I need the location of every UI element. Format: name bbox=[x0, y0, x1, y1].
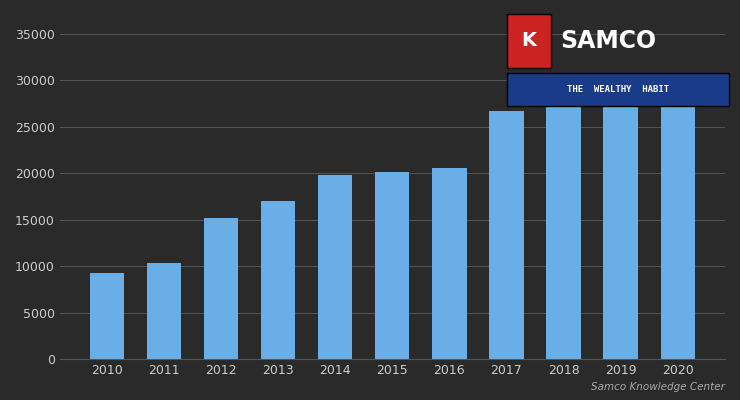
Bar bbox=[204, 218, 238, 359]
Bar bbox=[604, 81, 638, 359]
FancyBboxPatch shape bbox=[507, 74, 729, 106]
Text: K: K bbox=[522, 31, 536, 50]
Bar bbox=[261, 201, 295, 359]
Bar bbox=[432, 168, 466, 359]
Bar bbox=[375, 172, 409, 359]
FancyBboxPatch shape bbox=[507, 14, 551, 68]
Bar bbox=[147, 263, 181, 359]
Text: THE  WEALTHY  HABIT: THE WEALTHY HABIT bbox=[567, 85, 669, 94]
Bar bbox=[661, 74, 695, 359]
Text: SAMCO: SAMCO bbox=[560, 29, 656, 53]
Bar bbox=[489, 111, 524, 359]
Bar bbox=[318, 175, 352, 359]
Bar bbox=[546, 76, 581, 359]
Bar bbox=[90, 273, 124, 359]
Text: Samco Knowledge Center: Samco Knowledge Center bbox=[591, 382, 725, 392]
